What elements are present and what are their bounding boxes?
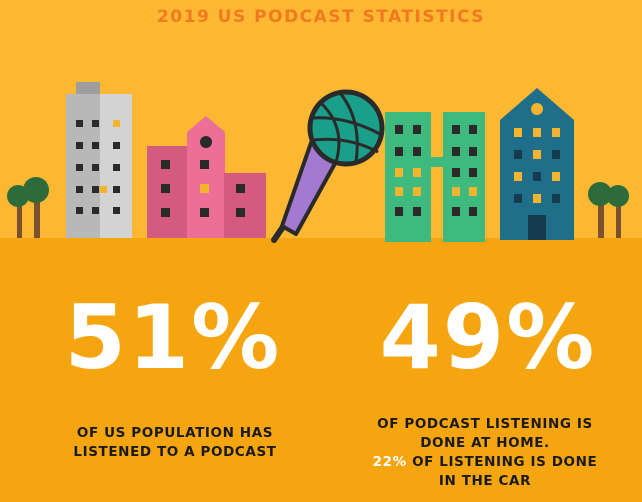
page-title: 2019 US PODCAST STATISTICS (156, 7, 486, 27)
tree-icon (23, 177, 49, 238)
caption-line: OF US POPULATION HAS (76, 425, 274, 441)
teal-building-icon (500, 88, 574, 240)
tree-icon (607, 185, 629, 238)
stat-home-listening-percent: 49% (379, 286, 597, 389)
caption-line: 22% OF LISTENING IS DONE (350, 453, 620, 472)
caption-line: LISTENED TO A PODCAST (73, 444, 277, 460)
grey-building-icon (66, 82, 132, 238)
stat-home-listening-caption: OF PODCAST LISTENING IS DONE AT HOME. 22… (350, 415, 620, 491)
caption-line: OF PODCAST LISTENING IS (377, 416, 593, 432)
ground-background (0, 238, 642, 502)
stat-us-population-caption: OF US POPULATION HAS LISTENED TO A PODCA… (40, 424, 310, 462)
pink-building-icon (147, 116, 266, 238)
caption-line: IN THE CAR (438, 473, 532, 489)
tree-icon (588, 182, 612, 238)
city-illustration (7, 82, 629, 243)
green-building-icon (385, 112, 485, 242)
car-listening-percent: 22% (372, 454, 407, 470)
caption-text: OF LISTENING IS DONE (406, 454, 598, 470)
microphone-icon (271, 89, 385, 243)
caption-line: DONE AT HOME. (420, 435, 550, 451)
stat-us-population-percent: 51% (64, 286, 282, 389)
